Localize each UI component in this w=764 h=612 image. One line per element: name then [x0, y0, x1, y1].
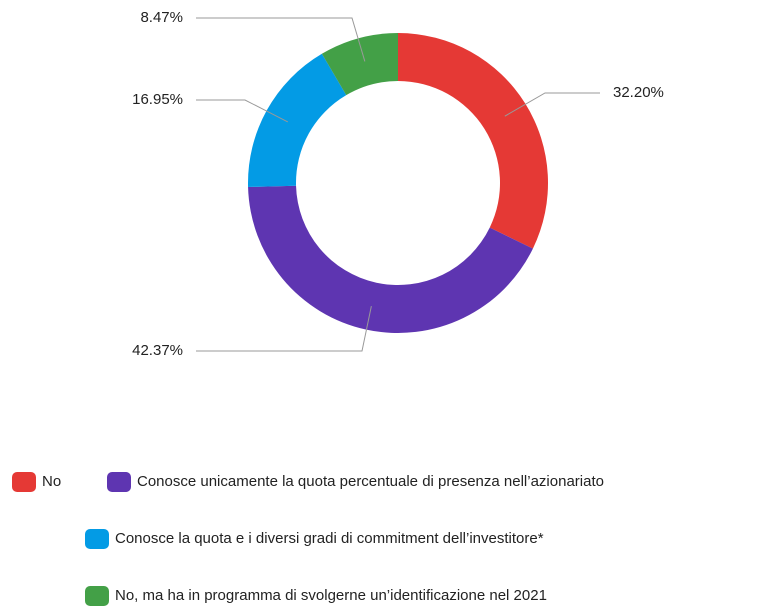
leader-line — [196, 306, 372, 352]
legend-label: No — [42, 473, 61, 490]
data-label: 16.95% — [132, 91, 183, 108]
leader-line — [504, 92, 600, 117]
legend-label: No, ma ha in programma di svolgerne un’i… — [115, 587, 547, 604]
donut-slice — [398, 33, 549, 249]
donut-slice — [247, 53, 347, 187]
data-label: 32.20% — [613, 84, 664, 101]
legend-swatch — [107, 472, 131, 492]
legend-swatch — [85, 586, 109, 606]
legend-label: Conosce la quota e i diversi gradi di co… — [115, 530, 544, 547]
legend-label: Conosce unicamente la quota percentuale … — [137, 473, 604, 490]
legend-swatch — [12, 472, 36, 492]
data-label: 8.47% — [140, 9, 183, 26]
donut-slice — [248, 185, 533, 334]
leader-line — [196, 99, 289, 123]
leader-line — [196, 17, 366, 62]
donut-slice — [321, 33, 398, 96]
data-label: 42.37% — [132, 342, 183, 359]
legend-swatch — [85, 529, 109, 549]
